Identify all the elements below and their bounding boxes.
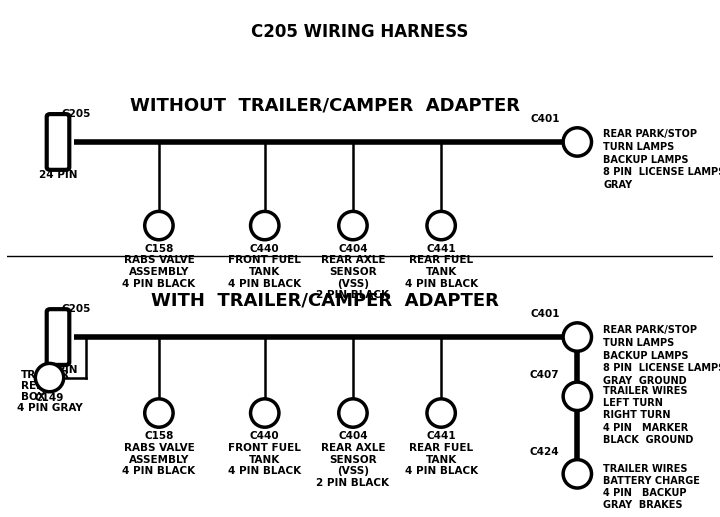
Text: C149: C149 (35, 393, 64, 403)
Text: REAR AXLE: REAR AXLE (320, 443, 385, 453)
Ellipse shape (251, 399, 279, 427)
Text: BLACK  GROUND: BLACK GROUND (603, 435, 694, 445)
Text: RABS VALVE: RABS VALVE (124, 443, 194, 453)
Text: 4 PIN BLACK: 4 PIN BLACK (122, 279, 195, 289)
Text: BATTERY CHARGE: BATTERY CHARGE (603, 476, 701, 486)
Text: SENSOR: SENSOR (329, 454, 377, 465)
Ellipse shape (338, 399, 367, 427)
Text: 4 PIN BLACK: 4 PIN BLACK (228, 466, 301, 476)
Text: C205: C205 (61, 304, 91, 314)
Text: TRAILER WIRES: TRAILER WIRES (603, 464, 688, 474)
Text: LEFT TURN: LEFT TURN (603, 398, 663, 408)
Text: 8 PIN  LICENSE LAMPS: 8 PIN LICENSE LAMPS (603, 168, 720, 177)
Ellipse shape (563, 460, 592, 488)
Text: 24 PIN: 24 PIN (39, 365, 77, 375)
Ellipse shape (35, 363, 64, 392)
Ellipse shape (338, 211, 367, 240)
Text: ASSEMBLY: ASSEMBLY (129, 454, 189, 465)
FancyBboxPatch shape (47, 309, 69, 365)
Text: C401: C401 (530, 309, 559, 319)
Text: WITHOUT  TRAILER/CAMPER  ADAPTER: WITHOUT TRAILER/CAMPER ADAPTER (130, 96, 520, 114)
FancyBboxPatch shape (47, 114, 69, 170)
Ellipse shape (145, 399, 173, 427)
Text: REAR FUEL: REAR FUEL (409, 443, 473, 453)
Text: FRONT FUEL: FRONT FUEL (228, 443, 301, 453)
Ellipse shape (427, 399, 455, 427)
Text: 2 PIN BLACK: 2 PIN BLACK (317, 291, 390, 300)
Text: WITH  TRAILER/CAMPER  ADAPTER: WITH TRAILER/CAMPER ADAPTER (150, 291, 499, 309)
Text: C424: C424 (530, 447, 559, 457)
Ellipse shape (563, 128, 592, 156)
Text: C205: C205 (61, 109, 91, 119)
Text: C440: C440 (250, 244, 279, 254)
Text: ASSEMBLY: ASSEMBLY (129, 267, 189, 277)
Ellipse shape (145, 211, 173, 240)
Text: TANK: TANK (426, 454, 456, 465)
Ellipse shape (563, 323, 592, 351)
Text: C205 WIRING HARNESS: C205 WIRING HARNESS (251, 23, 469, 41)
Text: RIGHT TURN: RIGHT TURN (603, 410, 671, 420)
Text: GRAY  GROUND: GRAY GROUND (603, 376, 687, 386)
Ellipse shape (427, 211, 455, 240)
Text: C158: C158 (144, 431, 174, 442)
Text: REAR PARK/STOP: REAR PARK/STOP (603, 129, 698, 139)
Text: C401: C401 (530, 114, 559, 124)
Text: C407: C407 (530, 370, 559, 379)
Text: C441: C441 (426, 431, 456, 442)
Text: 2 PIN BLACK: 2 PIN BLACK (317, 478, 390, 488)
Text: 4 PIN BLACK: 4 PIN BLACK (122, 466, 195, 476)
Text: REAR AXLE: REAR AXLE (320, 255, 385, 265)
Text: FRONT FUEL: FRONT FUEL (228, 255, 301, 265)
Text: 4 PIN   MARKER: 4 PIN MARKER (603, 423, 689, 433)
Text: GRAY  BRAKES: GRAY BRAKES (603, 500, 683, 510)
Text: TURN LAMPS: TURN LAMPS (603, 338, 675, 348)
Text: C441: C441 (426, 244, 456, 254)
Ellipse shape (563, 382, 592, 410)
Text: REAR FUEL: REAR FUEL (409, 255, 473, 265)
Text: RELAY: RELAY (22, 381, 58, 391)
Text: BOX: BOX (22, 392, 45, 402)
Text: (VSS): (VSS) (337, 279, 369, 289)
Text: TRAILER WIRES: TRAILER WIRES (603, 386, 688, 396)
Text: 4 PIN GRAY: 4 PIN GRAY (17, 403, 82, 413)
Text: 8 PIN  LICENSE LAMPS: 8 PIN LICENSE LAMPS (603, 363, 720, 373)
Text: REAR PARK/STOP: REAR PARK/STOP (603, 325, 698, 336)
Text: C404: C404 (338, 244, 368, 254)
Text: GRAY: GRAY (603, 180, 633, 190)
Text: 4 PIN BLACK: 4 PIN BLACK (228, 279, 301, 289)
Text: C404: C404 (338, 431, 368, 442)
Text: C440: C440 (250, 431, 279, 442)
Text: TURN LAMPS: TURN LAMPS (603, 142, 675, 152)
Text: 24 PIN: 24 PIN (39, 170, 77, 180)
Text: TRAILER: TRAILER (22, 370, 70, 380)
Text: BACKUP LAMPS: BACKUP LAMPS (603, 155, 689, 164)
Text: TANK: TANK (249, 267, 280, 277)
Ellipse shape (251, 211, 279, 240)
Text: 4 PIN BLACK: 4 PIN BLACK (405, 466, 477, 476)
Text: 4 PIN BLACK: 4 PIN BLACK (405, 279, 477, 289)
Text: 4 PIN   BACKUP: 4 PIN BACKUP (603, 488, 687, 498)
Text: RABS VALVE: RABS VALVE (124, 255, 194, 265)
Text: TANK: TANK (249, 454, 280, 465)
Text: (VSS): (VSS) (337, 466, 369, 476)
Text: TANK: TANK (426, 267, 456, 277)
Text: C158: C158 (144, 244, 174, 254)
Text: BACKUP LAMPS: BACKUP LAMPS (603, 351, 689, 361)
Text: SENSOR: SENSOR (329, 267, 377, 277)
